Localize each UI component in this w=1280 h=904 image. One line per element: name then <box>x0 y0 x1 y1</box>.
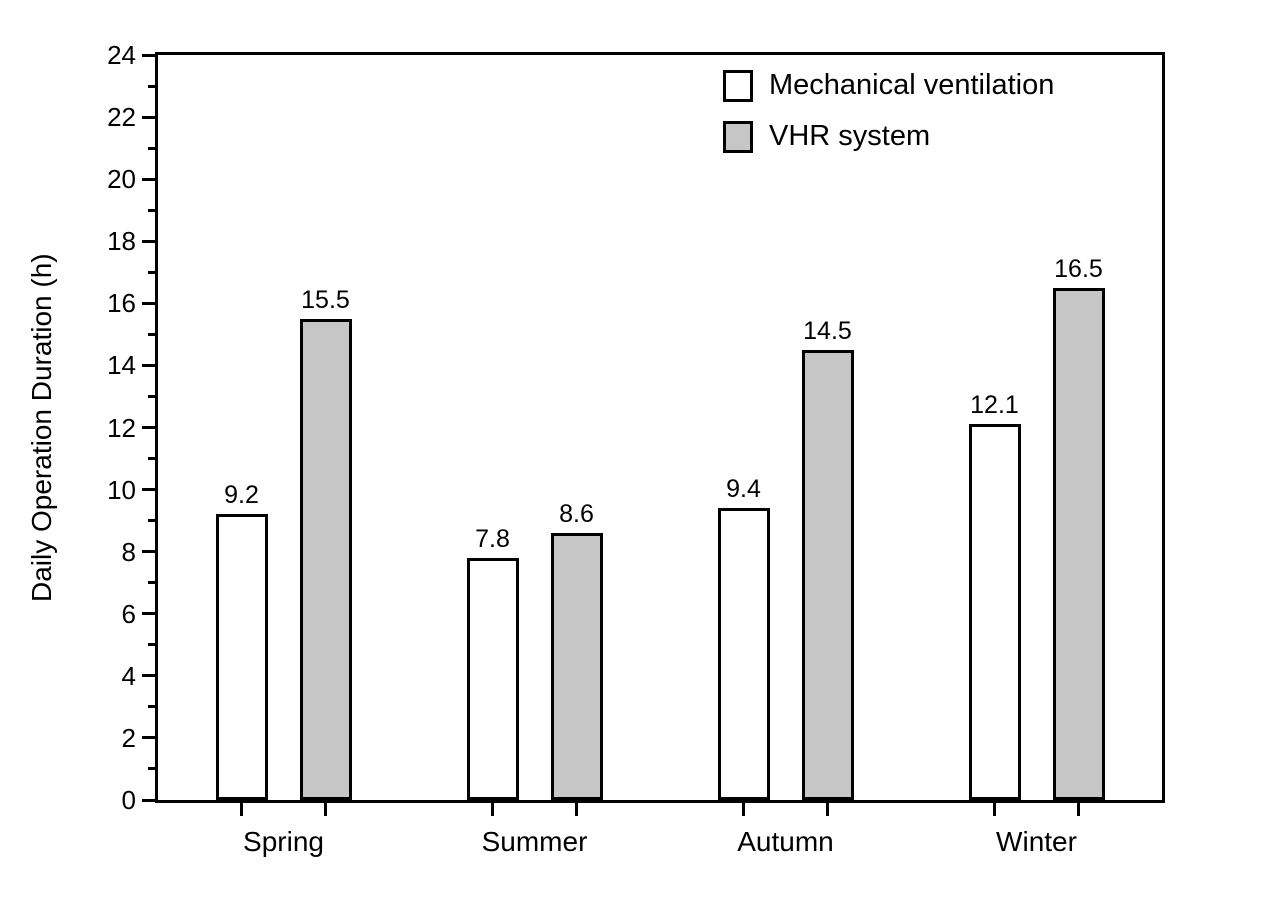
y-major-tick <box>142 177 155 181</box>
legend-label: VHR system <box>769 120 931 152</box>
y-minor-tick <box>148 208 155 212</box>
legend-swatch <box>723 120 753 153</box>
bar <box>968 424 1021 800</box>
bar <box>717 508 770 800</box>
y-minor-tick <box>148 643 155 647</box>
bar-value-label: 12.1 <box>970 391 1019 420</box>
x-tick <box>826 803 829 816</box>
bar <box>550 533 603 800</box>
x-category-label: Summer <box>481 826 588 857</box>
bar-value-label: 9.4 <box>726 475 761 504</box>
y-minor-tick <box>148 394 155 398</box>
y-tick-label: 4 <box>121 660 136 691</box>
legend-label: Mechanical ventilation <box>769 69 1055 101</box>
bar-value-label: 14.5 <box>803 316 852 345</box>
y-major-tick <box>142 115 155 119</box>
y-minor-tick <box>148 581 155 585</box>
y-minor-tick <box>148 705 155 709</box>
bar <box>299 318 352 800</box>
y-tick-label: 18 <box>107 226 136 257</box>
bar-value-label: 8.6 <box>559 500 594 529</box>
legend: Mechanical ventilation VHR system <box>723 69 1054 153</box>
y-tick-label: 16 <box>107 288 136 319</box>
y-minor-tick <box>148 146 155 150</box>
plot-area: 0 2 4 6 8 10 12 14 16 18 20 22 24 Spring 9.2 15.5 Summer… <box>107 40 1165 857</box>
y-minor-tick <box>148 519 155 523</box>
y-minor-tick <box>148 332 155 336</box>
bar-value-label: 16.5 <box>1054 254 1103 283</box>
bar <box>801 349 854 800</box>
y-axis-title: Daily Operation Duration (h) <box>26 253 57 602</box>
bar <box>466 557 519 800</box>
y-tick-label: 22 <box>107 102 136 133</box>
legend-item: Mechanical ventilation <box>723 69 1054 102</box>
y-major-tick <box>142 53 155 57</box>
x-tick <box>993 803 996 816</box>
y-major-tick <box>142 550 155 554</box>
y-major-tick <box>142 239 155 243</box>
x-tick <box>491 803 494 816</box>
y-major-tick <box>142 736 155 740</box>
x-tick <box>575 803 578 816</box>
bar <box>1052 287 1105 800</box>
x-tick <box>742 803 745 816</box>
x-tick <box>240 803 243 816</box>
x-category-label: Spring <box>243 826 324 857</box>
y-major-tick <box>142 363 155 367</box>
y-minor-tick <box>148 767 155 771</box>
x-tick <box>324 803 327 816</box>
x-category-label: Autumn <box>737 826 834 857</box>
y-tick-label: 0 <box>121 785 136 815</box>
y-minor-tick <box>148 457 155 461</box>
x-tick <box>1077 803 1080 816</box>
y-tick-label: 8 <box>121 536 136 567</box>
bar-value-label: 15.5 <box>301 285 350 314</box>
y-tick-label: 24 <box>107 40 136 70</box>
y-minor-tick <box>148 84 155 88</box>
bar <box>215 514 268 800</box>
y-tick-label: 6 <box>121 598 136 629</box>
y-tick-label: 10 <box>107 474 136 505</box>
legend-item: VHR system <box>723 120 1054 153</box>
y-major-tick <box>142 798 155 802</box>
bar-value-label: 7.8 <box>475 524 510 553</box>
y-tick-label: 20 <box>107 164 136 195</box>
bar-value-label: 9.2 <box>224 481 259 510</box>
y-tick-label: 14 <box>107 350 136 381</box>
y-major-tick <box>142 301 155 305</box>
y-major-tick <box>142 674 155 678</box>
y-tick-label: 2 <box>121 722 136 753</box>
y-minor-tick <box>148 270 155 274</box>
y-major-tick <box>142 612 155 616</box>
y-major-tick <box>142 488 155 492</box>
x-category-label: Winter <box>996 826 1077 857</box>
legend-swatch <box>723 69 753 102</box>
y-tick-label: 12 <box>107 412 136 443</box>
y-major-tick <box>142 426 155 429</box>
